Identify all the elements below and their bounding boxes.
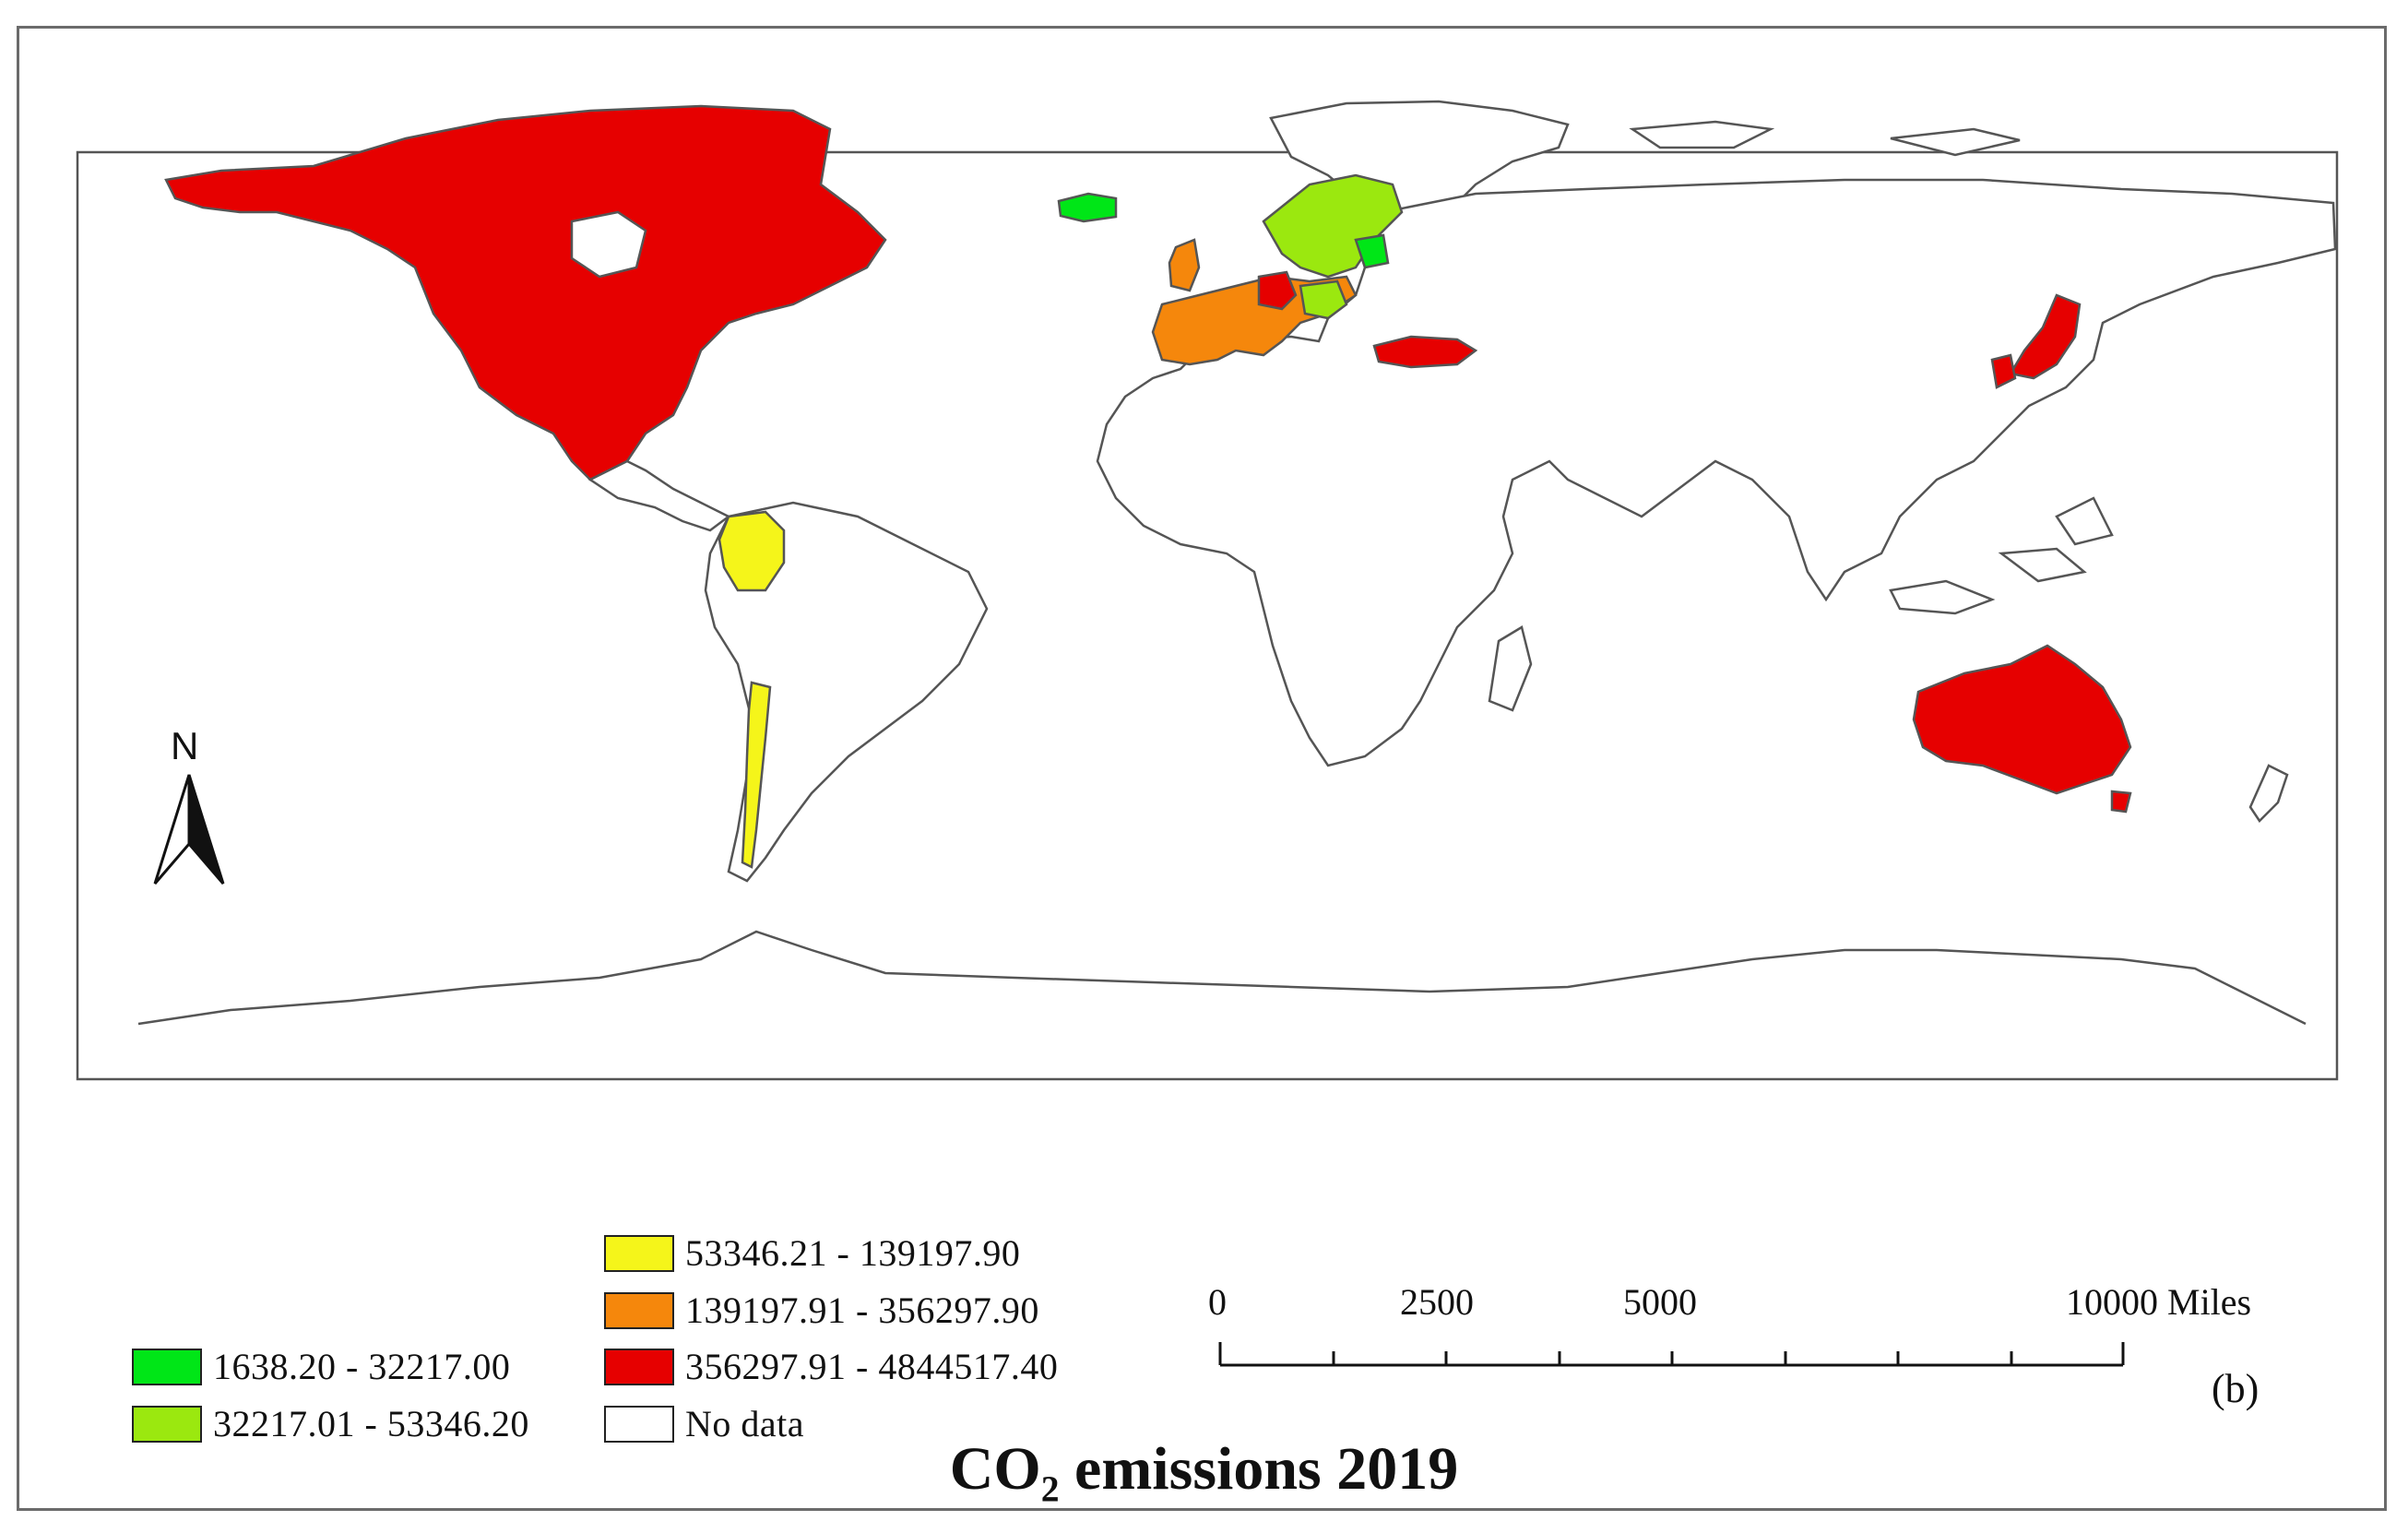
legend-item: 32217.01 - 53346.20 bbox=[132, 1402, 529, 1445]
region-germany bbox=[1257, 270, 1298, 311]
legend-swatch bbox=[604, 1405, 674, 1443]
legend-swatch bbox=[132, 1405, 202, 1443]
legend-item: 53346.21 - 139197.90 bbox=[604, 1231, 1020, 1275]
region-central-europe bbox=[1299, 279, 1348, 320]
region-south-america bbox=[704, 501, 989, 883]
legend-label: 139197.91 - 356297.90 bbox=[685, 1289, 1039, 1331]
legend-swatch bbox=[604, 1348, 674, 1385]
region-colombia bbox=[718, 510, 786, 592]
map-title: CO₂ emissions 2019 bbox=[949, 1435, 1459, 1503]
region-japan-south bbox=[1990, 353, 2017, 389]
legend-label: 356297.91 - 4844517.40 bbox=[685, 1346, 1059, 1387]
north-arrow bbox=[153, 774, 225, 885]
legend-swatch bbox=[132, 1348, 202, 1385]
region-north-america bbox=[164, 104, 887, 481]
region-eurasia-africa bbox=[1096, 178, 2337, 767]
region-australia bbox=[1912, 644, 2132, 795]
legend-item: 139197.91 - 356297.90 bbox=[604, 1289, 1039, 1332]
region-arctic-islands bbox=[1629, 120, 2021, 157]
region-baltic bbox=[1354, 233, 1390, 269]
region-japan bbox=[2009, 293, 2082, 380]
scale-label-10000-miles: 10000 Miles bbox=[2066, 1281, 2252, 1323]
legend-item: No data bbox=[604, 1402, 804, 1445]
scale-label-5000: 5000 bbox=[1623, 1281, 1697, 1323]
scale-label-0: 0 bbox=[1208, 1281, 1227, 1323]
region-hudson-bay bbox=[570, 210, 647, 279]
region-antarctica bbox=[137, 930, 2307, 1026]
legend-label: 1638.20 - 32217.00 bbox=[213, 1346, 511, 1387]
legend-item: 1638.20 - 32217.00 bbox=[132, 1345, 510, 1388]
map-frame bbox=[17, 26, 2387, 1511]
legend-item: 356297.91 - 4844517.40 bbox=[604, 1345, 1058, 1388]
region-uk bbox=[1168, 238, 1201, 292]
north-label: N bbox=[171, 724, 199, 767]
legend-swatch bbox=[604, 1291, 674, 1329]
panel-label: (b) bbox=[2212, 1366, 2260, 1411]
region-chile bbox=[741, 681, 772, 869]
region-turkey bbox=[1372, 335, 1478, 369]
region-new-zealand bbox=[2248, 764, 2289, 823]
scale-label-2500: 2500 bbox=[1400, 1281, 1474, 1323]
legend-label: 32217.01 - 53346.20 bbox=[213, 1403, 529, 1444]
legend-swatch bbox=[604, 1234, 674, 1272]
region-southeast-asia-islands bbox=[1889, 496, 2114, 615]
region-iceland bbox=[1057, 192, 1118, 223]
region-tasmania bbox=[2110, 790, 2132, 814]
legend-label: No data bbox=[685, 1403, 805, 1444]
scale-bar bbox=[1218, 1342, 2125, 1367]
legend-label: 53346.21 - 139197.90 bbox=[685, 1232, 1021, 1274]
region-madagascar bbox=[1488, 625, 1533, 712]
